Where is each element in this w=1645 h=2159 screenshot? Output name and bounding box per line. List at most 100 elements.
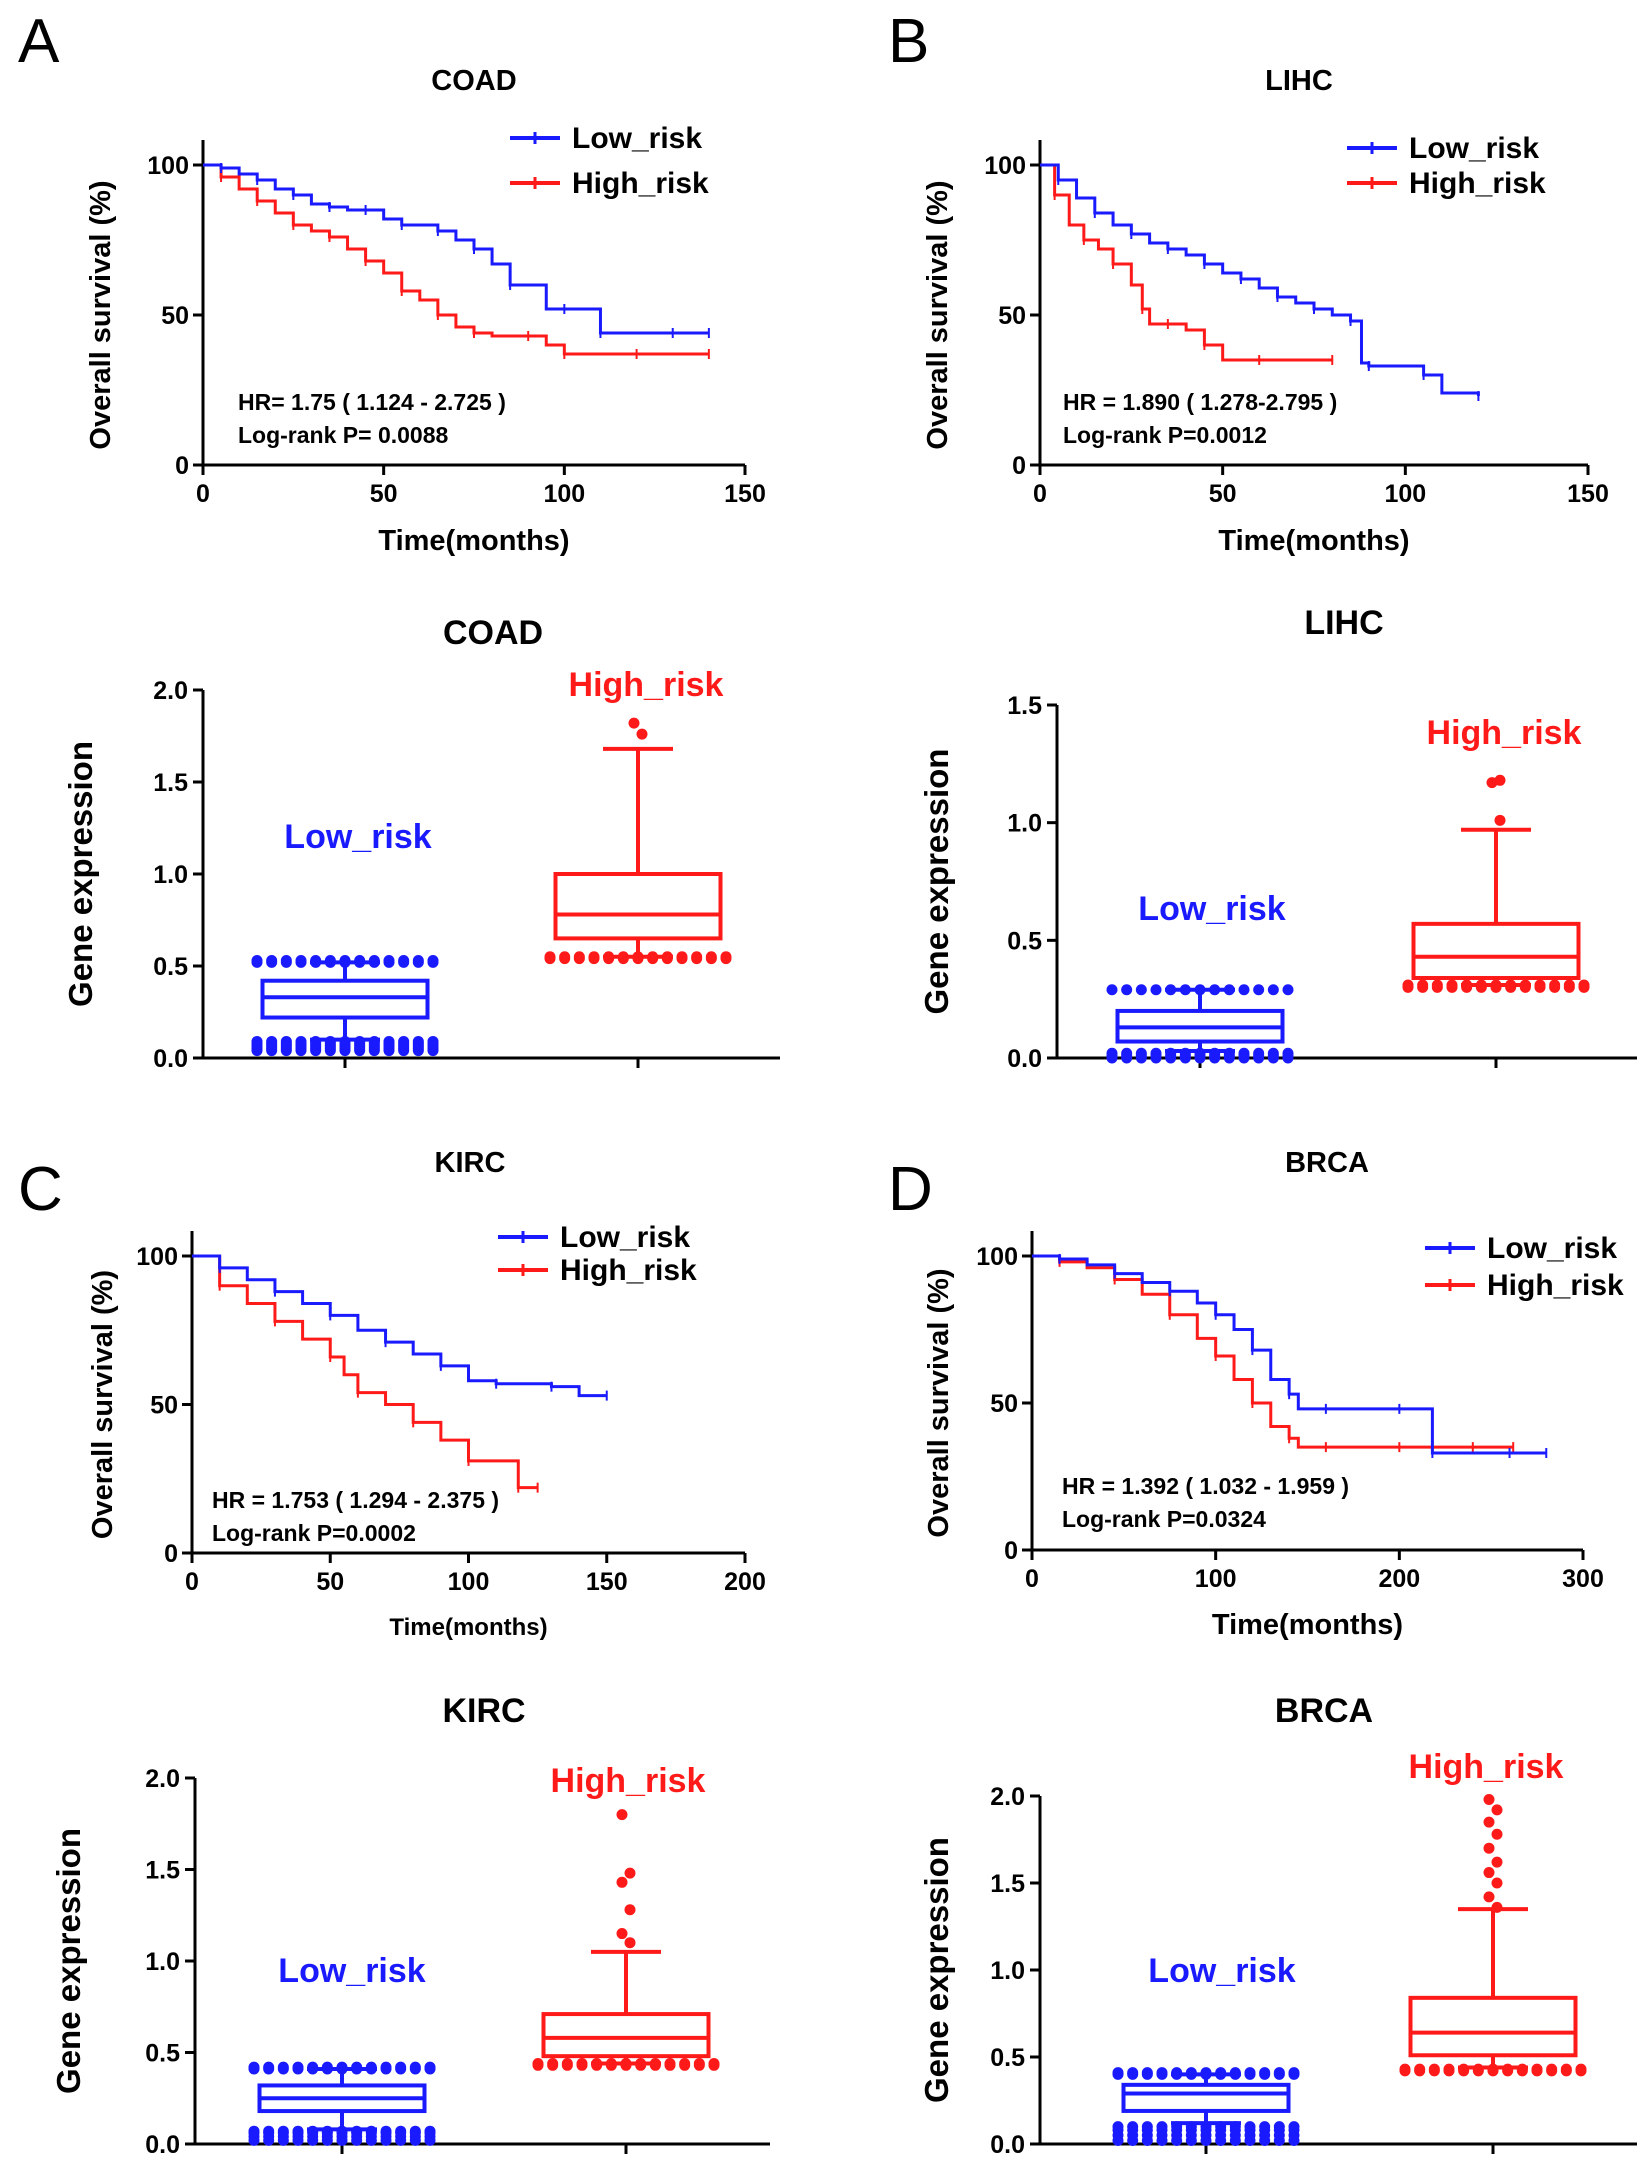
y-tick-label: 1.5	[145, 1857, 180, 1885]
outlier-point-low-risk	[295, 1035, 307, 1047]
outlier-point-low-risk	[266, 954, 278, 966]
outlier-point-high-risk	[1458, 2063, 1470, 2075]
outlier-point-low-risk	[427, 1035, 439, 1047]
outlier-point-low-risk	[1223, 1047, 1235, 1059]
y-tick-label: 0.5	[1007, 927, 1042, 955]
outlier-point-high-risk	[1417, 979, 1429, 991]
outlier-point-low-risk	[395, 2061, 407, 2073]
outlier-point-low-risk	[1179, 984, 1191, 996]
x-tick-label: 0	[1033, 480, 1047, 508]
x-tick-label: 0	[1025, 1565, 1039, 1593]
x-tick-label: 100	[448, 1568, 490, 1596]
outlier-point-low-risk	[1135, 1047, 1147, 1059]
outlier-point-low-risk	[307, 2061, 319, 2073]
x-axis-label: Time(months)	[389, 1614, 547, 1641]
outlier-point-high-risk	[1431, 979, 1443, 991]
outlier-point-low-risk	[339, 1035, 351, 1047]
outlier-point-low-risk	[1179, 1047, 1191, 1059]
y-tick-label: 0.0	[990, 2131, 1025, 2159]
outlier-point-low-risk	[368, 1035, 380, 1047]
outlier-point-high-risk	[1534, 979, 1546, 991]
outlier-point-low-risk	[365, 2061, 377, 2073]
outlier-point-high-risk	[1402, 979, 1414, 991]
outlier-point-low-risk	[251, 954, 263, 966]
outlier-point-low-risk	[1185, 2121, 1197, 2133]
outlier-point-low-risk	[251, 1035, 263, 1047]
outlier-point-low-risk	[336, 2125, 348, 2137]
box-title: COAD	[443, 614, 543, 652]
hazard-ratio-text: HR= 1.75 ( 1.124 - 2.725 )	[238, 389, 506, 415]
outlier-point-low-risk	[1171, 2121, 1183, 2133]
outlier-point-low-risk	[1194, 1047, 1206, 1059]
outlier-point-high-risk	[603, 951, 615, 963]
logrank-p-text: Log-rank P= 0.0088	[238, 422, 448, 448]
outlier-point-low-risk	[310, 1035, 322, 1047]
km-plot-kirc: KIRC 0 50 100 150 200 0 50 100 Time(months) Overal…	[87, 1147, 766, 1641]
outlier-point-low-risk	[1165, 1047, 1177, 1059]
km-plot-coad: COAD 0 50 100 150 0 50 100 Time(months) Overall s…	[85, 65, 766, 557]
hazard-ratio-text: HR = 1.392 ( 1.032 - 1.959 )	[1062, 1473, 1349, 1499]
outlier-point-high-risk	[620, 2057, 632, 2069]
outlier-point-low-risk	[321, 2125, 333, 2137]
outlier-point-low-risk	[354, 954, 366, 966]
x-tick-label: 150	[586, 1568, 628, 1596]
outlier-point-low-risk	[1215, 2067, 1227, 2079]
outlier-point-high-risk	[1531, 2063, 1543, 2075]
outlier-point-high-risk	[664, 2057, 676, 2069]
outlier-point-low-risk	[1244, 2067, 1256, 2079]
y-tick-label: 0.5	[145, 2040, 180, 2068]
outlier-point-high-risk	[1414, 2063, 1426, 2075]
km-line-high-risk	[192, 1254, 538, 1490]
outlier-point-low-risk	[409, 2125, 421, 2137]
group-label-low-risk: Low_risk	[284, 818, 431, 856]
y-tick-label: 100	[984, 152, 1026, 180]
x-tick-label: 200	[1378, 1565, 1420, 1593]
y-tick-label: 0	[164, 1540, 178, 1568]
panel-letter: B	[888, 7, 929, 76]
outlier-point-low-risk	[365, 2125, 377, 2137]
outlier-point-high-risk	[649, 2057, 661, 2069]
legend-low-risk: Low_risk	[560, 1221, 690, 1254]
x-tick-label: 200	[724, 1568, 766, 1596]
y-tick-label: 100	[136, 1243, 178, 1271]
outlier-point-low-risk	[412, 954, 424, 966]
x-axis-label: Time(months)	[378, 525, 569, 557]
outlier-point-low-risk	[1127, 2067, 1139, 2079]
outlier-point-high-risk	[1443, 2063, 1455, 2075]
outlier-point-low-risk	[1194, 984, 1206, 996]
outlier-point-low-risk	[1121, 984, 1133, 996]
outlier-point-high-risk	[1428, 2063, 1440, 2075]
outlier-point-high-risk	[1399, 2063, 1411, 2075]
x-tick-label: 0	[196, 480, 210, 508]
outlier-point-low-risk	[1229, 2121, 1241, 2133]
x-tick-label: 100	[543, 480, 585, 508]
box-title: KIRC	[442, 1692, 525, 1730]
outlier-point-low-risk	[398, 954, 410, 966]
outlier-point-high-risk	[1483, 1816, 1495, 1828]
outlier-point-low-risk	[263, 2125, 275, 2137]
outlier-point-low-risk	[1288, 2067, 1300, 2079]
outlier-point-high-risk	[591, 2057, 603, 2069]
outlier-point-low-risk	[1112, 2121, 1124, 2133]
y-tick-label: 0	[175, 452, 189, 480]
panel-letter: C	[18, 1155, 63, 1224]
y-tick-label: 0.0	[145, 2131, 180, 2159]
outlier-point-low-risk	[1209, 1047, 1221, 1059]
y-tick-label: 1.0	[145, 1948, 180, 1976]
outlier-point-high-risk	[1549, 979, 1561, 991]
outlier-point-low-risk	[398, 1035, 410, 1047]
group-label-high-risk: High_risk	[1409, 1748, 1564, 1786]
outlier-point-low-risk	[424, 2125, 436, 2137]
outlier-point-low-risk	[1150, 984, 1162, 996]
outlier-point-high-risk	[559, 951, 571, 963]
outlier-point-high-risk	[635, 2057, 647, 2069]
y-axis-label: Gene expression	[918, 749, 955, 1015]
legend-high-risk: High_risk	[560, 1254, 697, 1287]
outlier-point-high-risk	[647, 951, 659, 963]
outlier-point-low-risk	[1150, 1047, 1162, 1059]
box-plot-brca: BRCA 0.0 0.5 1.0 1.5 2.0 Gene expression Low_ri…	[918, 1692, 1637, 2159]
outlier-point-low-risk	[321, 2061, 333, 2073]
outlier-point-high-risk	[1560, 2063, 1572, 2075]
outlier-point-low-risk	[383, 954, 395, 966]
outlier-point-high-risk	[679, 2057, 691, 2069]
